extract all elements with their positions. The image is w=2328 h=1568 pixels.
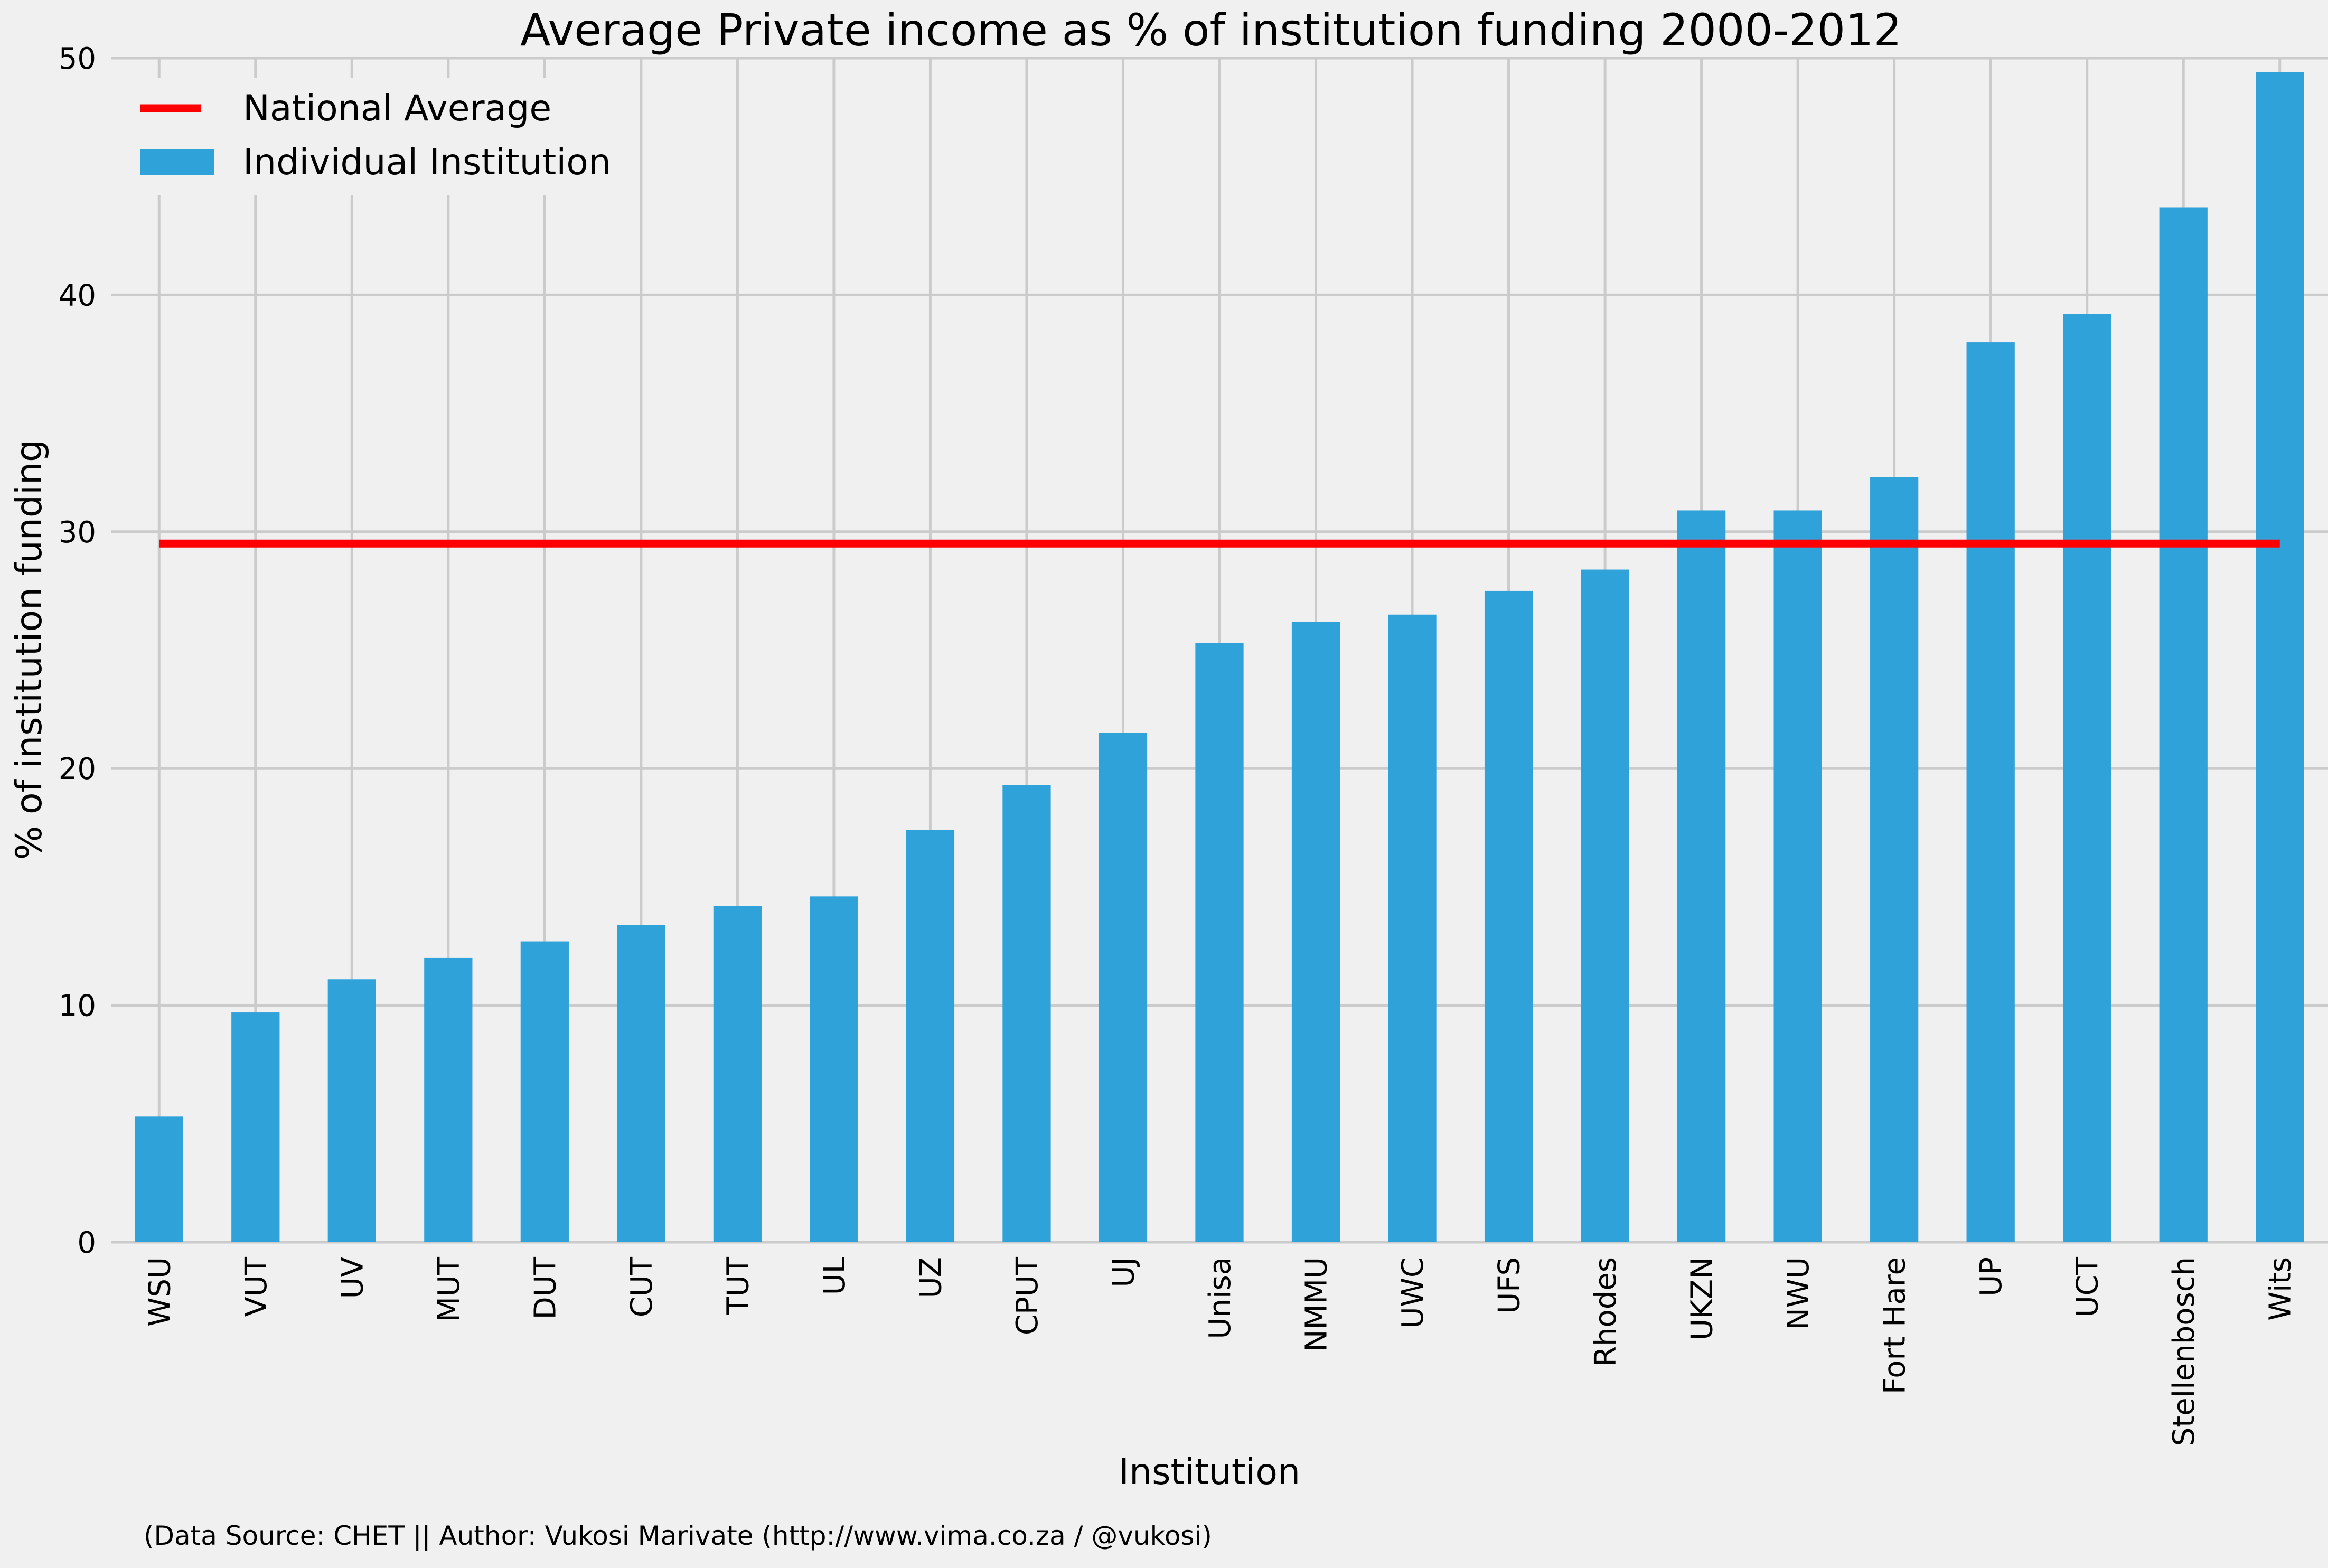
bar-wsu <box>135 1116 183 1242</box>
bar-cput <box>1002 785 1051 1242</box>
x-tick-label-wsu: WSU <box>143 1257 177 1327</box>
x-tick-label-uj: UJ <box>1106 1257 1141 1288</box>
bar-vut <box>231 1012 280 1242</box>
x-axis-title: Institution <box>1119 1451 1300 1493</box>
bar-uj <box>1099 733 1148 1242</box>
x-tick-label-fort-hare: Fort Hare <box>1878 1257 1912 1394</box>
bar-uv <box>327 979 376 1242</box>
y-tick-label: 20 <box>59 752 96 786</box>
y-axis-title: % of institution funding <box>8 439 50 860</box>
x-tick-label-uwc: UWC <box>1396 1257 1430 1328</box>
bars <box>135 72 2304 1243</box>
bar-nmmu <box>1291 622 1340 1242</box>
x-tick-label-nwu: NWU <box>1781 1257 1816 1330</box>
x-tick-label-stellenbosch: Stellenbosch <box>2167 1257 2201 1446</box>
legend-bar-swatch <box>140 149 214 175</box>
chart-title: Average Private income as % of instituti… <box>520 4 1902 56</box>
x-tick-label-rhodes: Rhodes <box>1589 1257 1623 1367</box>
x-tick-label-tut: TUT <box>721 1256 755 1315</box>
bar-rhodes <box>1581 569 1629 1242</box>
bar-uct <box>2063 314 2111 1242</box>
bar-unisa <box>1195 643 1244 1242</box>
bar-nwu <box>1773 510 1822 1242</box>
y-tick-label: 30 <box>59 515 96 550</box>
x-tick-label-ul: UL <box>818 1257 852 1295</box>
bar-uz <box>906 830 955 1242</box>
bar-dut <box>520 941 569 1242</box>
y-tick-label: 10 <box>59 989 96 1024</box>
x-tick-label-nmmu: NMMU <box>1300 1257 1334 1352</box>
bar-up <box>1966 342 2015 1242</box>
bar-stellenbosch <box>2159 207 2208 1243</box>
x-tick-label-uv: UV <box>335 1257 370 1299</box>
x-tick-label-uct: UCT <box>2071 1256 2105 1317</box>
bar-fort-hare <box>1870 477 1919 1243</box>
y-tick-label: 50 <box>59 42 96 76</box>
footnote: (Data Source: CHET || Author: Vukosi Mar… <box>144 1520 1212 1551</box>
bar-wits <box>2256 72 2304 1242</box>
x-tick-labels: WSU VUT UV MUT DUT CUT TUT UL UZ CPUT UJ Unisa NMMU U… <box>143 1256 2297 1446</box>
bar-tut <box>713 906 762 1242</box>
x-tick-label-vut: VUT <box>239 1256 274 1317</box>
x-tick-label-dut: DUT <box>528 1256 562 1319</box>
bar-mut <box>424 957 473 1242</box>
bar-cut <box>617 925 665 1242</box>
x-tick-label-ukzn: UKZN <box>1685 1257 1720 1340</box>
bar-ukzn <box>1677 510 1726 1242</box>
y-tick-label: 40 <box>59 278 96 313</box>
x-tick-label-mut: MUT <box>432 1256 466 1322</box>
x-tick-label-cut: CUT <box>625 1256 659 1317</box>
legend: National Average Individual Institution <box>121 78 637 195</box>
legend-box <box>121 78 637 195</box>
bar-uwc <box>1388 614 1437 1242</box>
y-tick-label: 0 <box>77 1226 96 1260</box>
x-tick-label-cput: CPUT <box>1010 1256 1045 1335</box>
bar-ufs <box>1484 590 1533 1242</box>
x-tick-label-up: UP <box>1974 1257 2008 1297</box>
x-tick-label-unisa: Unisa <box>1203 1257 1237 1339</box>
y-tick-labels: 0 10 20 30 40 50 <box>59 42 96 1260</box>
bar-ul <box>810 896 858 1242</box>
x-tick-label-uz: UZ <box>914 1257 948 1298</box>
x-tick-label-wits: Wits <box>2264 1257 2298 1321</box>
legend-label-individual-institution: Individual Institution <box>243 142 611 183</box>
x-tick-label-ufs: UFS <box>1492 1257 1527 1314</box>
legend-label-national-average: National Average <box>243 88 551 129</box>
